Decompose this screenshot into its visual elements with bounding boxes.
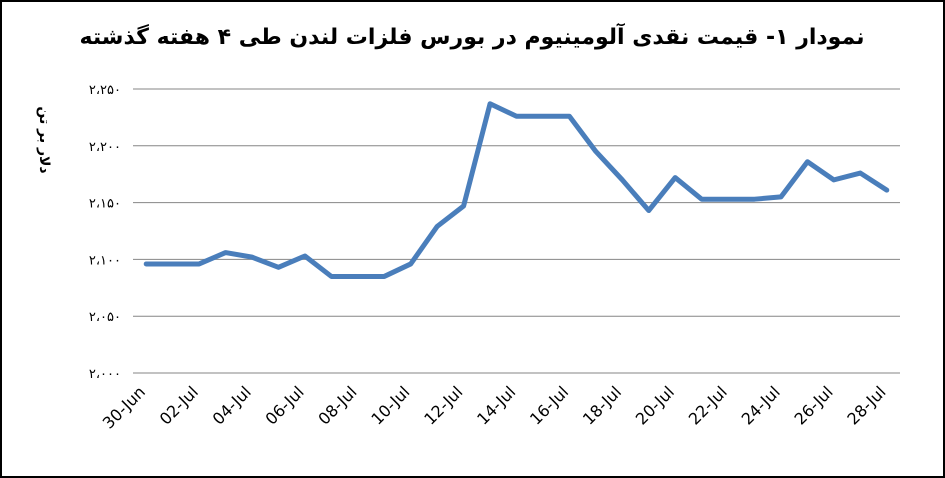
y-tick-label: ۲،۲۵۰ [89,83,121,98]
y-tick-label: ۲،۲۰۰ [89,140,121,155]
y-tick-label: ۲،۱۰۰ [89,253,121,268]
y-tick-label: ۲،۰۵۰ [89,310,121,325]
chart-title: نمودار ۱- قیمت نقدی آلومینیوم در بورس فل… [79,22,864,50]
y-tick-label: ۲،۰۰۰ [89,367,121,382]
y-tick-label: ۲،۱۵۰ [89,197,121,212]
y-axis-label: دلار بر تن [36,106,52,173]
data-line [143,101,890,279]
